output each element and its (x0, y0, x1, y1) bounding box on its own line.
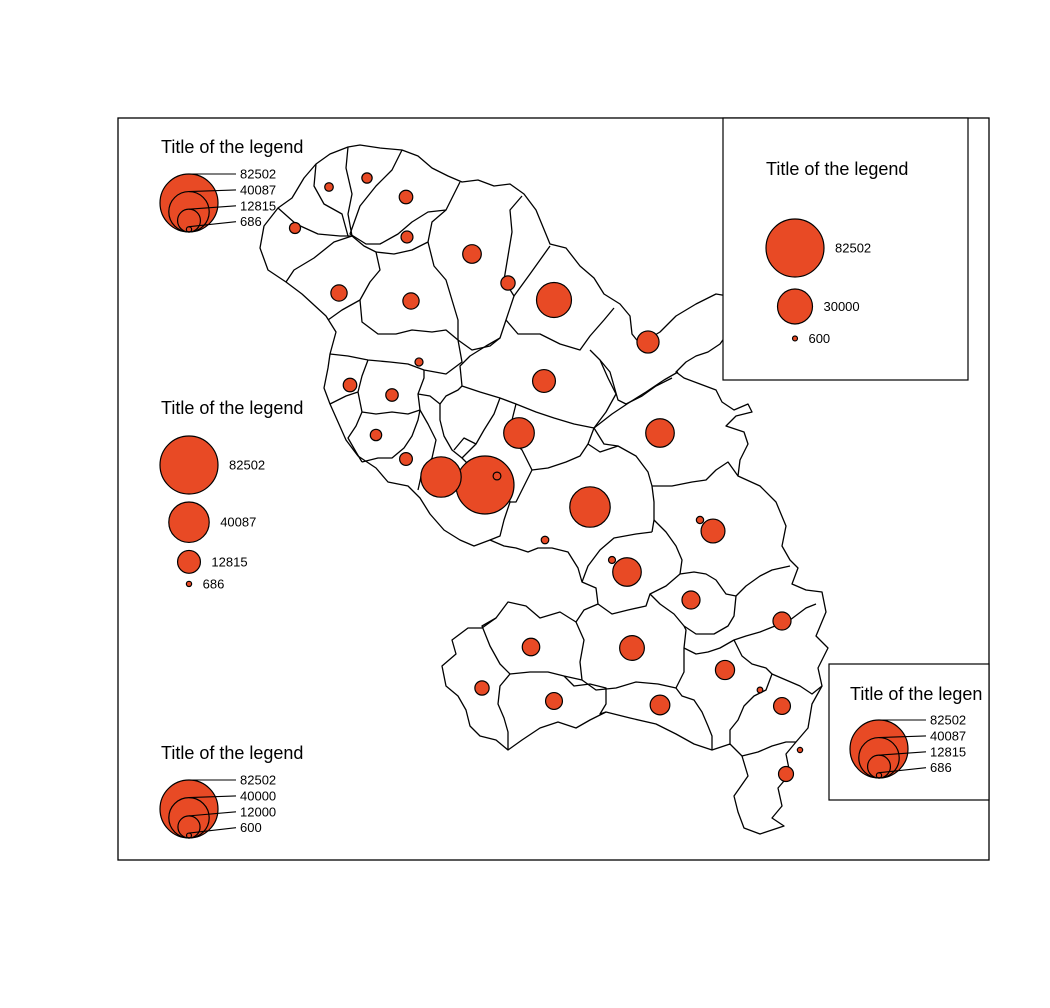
commune-symbol (288, 221, 302, 235)
legend-symbol (185, 226, 193, 233)
legend-frame (722, 117, 969, 381)
island-outline (259, 144, 829, 835)
commune-symbol (361, 172, 373, 184)
commune-symbol (540, 535, 550, 545)
legend-value-label: 686 (203, 576, 225, 591)
commune-symbol (324, 182, 334, 192)
legend-value-label: 600 (808, 331, 830, 346)
commune-symbol (714, 659, 736, 681)
commune-symbol (462, 244, 482, 264)
commune-symbol (772, 696, 792, 716)
commune-symbol (772, 611, 792, 631)
legend-leader-line (878, 751, 927, 756)
legend-value-label: 82502 (835, 241, 871, 256)
commune-symbol (369, 428, 383, 442)
commune-symbol (777, 765, 795, 783)
legend-value-label: 82502 (930, 713, 966, 728)
legend-value-label: 686 (240, 214, 262, 229)
legend-symbol (159, 435, 219, 495)
legend-title: Title of the legen (850, 684, 982, 704)
commune-symbol (330, 284, 348, 302)
legend-value-label: 40087 (930, 728, 966, 743)
commune-symbol (500, 275, 516, 291)
legend-middle-left: Title of the legend 82502 40087 12815 686 (159, 398, 303, 591)
legend-symbol (159, 779, 219, 839)
legend-symbol (849, 719, 909, 779)
legend-value-label: 40087 (240, 182, 276, 197)
legend-leader-line (878, 735, 927, 739)
commune-symbol (681, 590, 701, 610)
legend-value-label: 40000 (240, 788, 276, 803)
legend-leader-line (878, 767, 927, 774)
legend-title: Title of the legend (161, 398, 303, 418)
legend-value-label: 12815 (240, 198, 276, 213)
commune-symbol (544, 691, 564, 711)
legend-value-label: 82502 (240, 167, 276, 182)
commune-symbol (455, 455, 515, 515)
legend-leader-line (188, 189, 237, 193)
commune-symbol (607, 555, 617, 565)
commune-symbol (402, 292, 420, 310)
legend-value-label: 600 (240, 820, 262, 835)
legend-symbol (168, 501, 210, 544)
commune-symbol (399, 452, 413, 466)
legend-value-label: 30000 (823, 299, 859, 314)
commune-symbol (521, 637, 541, 657)
commune-symbol (503, 417, 535, 449)
commune-symbol (700, 518, 726, 544)
legend-title: Title of the legend (766, 159, 908, 179)
commune-symbol (756, 686, 764, 694)
legend-symbol (185, 580, 193, 588)
commune-symbol (619, 635, 645, 661)
commune-symbol (636, 330, 660, 354)
legend-value-label: 40087 (220, 515, 256, 530)
legend-symbol (875, 772, 883, 779)
commune-symbol (695, 515, 705, 525)
commune-symbol (385, 388, 399, 402)
legend-symbol (159, 173, 219, 233)
legends: Title of the legend825024008712815686Tit… (159, 117, 990, 839)
commune-symbol (420, 456, 462, 498)
legend-symbol (176, 549, 202, 574)
legend-value-label: 82502 (240, 773, 276, 788)
legend-top-right: Title of the legend 82502 30000 600 (722, 117, 969, 381)
commune-symbol (612, 557, 642, 587)
legend-leader-line (188, 205, 237, 210)
legend-symbol (776, 288, 814, 325)
commune-symbol (400, 230, 414, 244)
legend-symbol (185, 832, 193, 839)
commune-symbol (342, 377, 358, 393)
commune-symbol (414, 357, 424, 367)
legend-value-label: 82502 (229, 458, 265, 473)
legend-leader-line (188, 221, 237, 228)
legend-title: Title of the legend (161, 137, 303, 157)
legend-symbol (791, 335, 799, 342)
commune-symbol (492, 471, 502, 481)
legend-symbol (765, 218, 825, 278)
map-frame (117, 117, 990, 861)
proportional-symbols (288, 172, 804, 783)
legend-value-label: 12000 (240, 804, 276, 819)
commune-symbol (535, 281, 573, 319)
legend-value-label: 686 (930, 760, 952, 775)
legend-value-label: 12815 (930, 744, 966, 759)
commune-symbol (796, 746, 804, 754)
legend-leader-line (188, 795, 237, 799)
commune-symbol (474, 680, 490, 696)
commune-symbol (569, 486, 611, 528)
legend-title: Title of the legend (161, 743, 303, 763)
legend-value-label: 12815 (211, 554, 247, 569)
legend-leader-line (188, 811, 237, 817)
commune-symbol (398, 189, 414, 205)
legend-leader-line (188, 827, 237, 834)
commune-symbol (649, 694, 671, 716)
commune-symbol (645, 418, 675, 448)
commune-symbol (531, 368, 557, 394)
